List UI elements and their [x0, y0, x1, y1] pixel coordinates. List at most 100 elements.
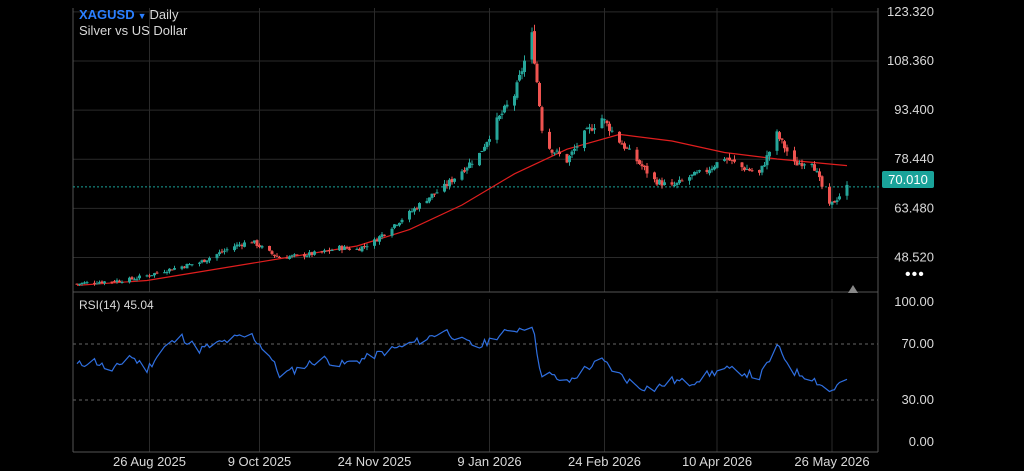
candle-body — [600, 118, 604, 129]
time-tick-label: 24 Feb 2026 — [568, 454, 641, 469]
candle-body — [448, 179, 451, 187]
candle-body — [75, 283, 79, 285]
rsi-indicator-label[interactable]: RSI(14) 45.04 — [79, 298, 154, 312]
candle-body — [575, 146, 579, 148]
candle-body — [78, 283, 81, 285]
candle-body — [268, 245, 271, 251]
timeframe-label[interactable]: Daily — [149, 7, 179, 22]
candle-body — [203, 259, 206, 263]
candle-body — [553, 152, 556, 154]
candle-body — [610, 130, 614, 132]
candle-body — [383, 234, 386, 236]
candle-body — [705, 169, 709, 173]
candle-body — [390, 228, 394, 236]
candle-body — [393, 224, 396, 228]
candle-body — [800, 163, 804, 167]
scroll-to-latest-icon[interactable] — [848, 285, 858, 293]
candle-body — [713, 166, 716, 170]
candle-body — [208, 258, 211, 261]
candle-body — [518, 74, 521, 81]
candle-body — [365, 246, 369, 248]
candle-body — [798, 163, 801, 165]
candle-body — [820, 176, 824, 187]
candles-layer — [75, 24, 849, 286]
candle-body — [593, 128, 596, 130]
candle-body — [413, 208, 416, 212]
candle-body — [623, 143, 626, 149]
candle-body — [170, 269, 174, 271]
candle-body — [535, 63, 539, 83]
candle-body — [483, 146, 486, 151]
candle-body — [793, 150, 796, 162]
candle-body — [573, 148, 576, 151]
candle-body — [218, 252, 221, 255]
candle-body — [515, 82, 519, 98]
candle-body — [275, 255, 279, 257]
candle-body — [325, 250, 329, 252]
candle-body — [270, 251, 274, 254]
candle-body — [313, 251, 316, 255]
candle-body — [628, 148, 631, 150]
rsi-line — [76, 326, 848, 393]
price-tick-label: 48.520 — [894, 249, 934, 264]
candle-body — [638, 160, 641, 164]
candle-body — [768, 151, 771, 157]
candle-body — [568, 155, 571, 163]
candle-body — [495, 117, 499, 140]
candle-body — [728, 157, 731, 161]
candle-body — [240, 244, 244, 247]
candle-body — [288, 256, 291, 259]
rsi-tick-label: 100.00 — [894, 294, 934, 309]
candle-body — [95, 283, 99, 285]
candle-body — [243, 242, 246, 247]
candle-body — [530, 32, 534, 60]
price-tick-label: 123.320 — [887, 4, 934, 19]
candle-body — [675, 182, 679, 185]
candle-body — [250, 242, 254, 244]
candle-body — [200, 260, 204, 263]
candle-body — [680, 180, 684, 182]
candle-body — [310, 252, 314, 255]
candle-body — [785, 147, 789, 152]
candle-body — [695, 172, 699, 174]
time-tick-label: 9 Jan 2026 — [457, 454, 521, 469]
candle-body — [670, 182, 674, 185]
candle-body — [430, 193, 434, 198]
candle-body — [258, 245, 261, 247]
candle-body — [505, 104, 509, 107]
candle-body — [503, 105, 506, 113]
candle-body — [153, 273, 156, 276]
candle-body — [320, 251, 324, 253]
candle-body — [540, 107, 544, 131]
candle-body — [120, 282, 124, 284]
symbol-label[interactable]: XAGUSD — [79, 7, 135, 22]
candle-body — [795, 161, 799, 166]
candle-body — [323, 250, 326, 252]
symbol-description: Silver vs US Dollar — [79, 23, 188, 38]
candle-body — [165, 272, 169, 274]
candle-body — [635, 149, 639, 162]
more-options-icon[interactable]: ••• — [905, 266, 925, 283]
time-tick-label: 9 Oct 2025 — [228, 454, 292, 469]
time-tick-label: 26 Aug 2025 — [113, 454, 186, 469]
candle-body — [803, 164, 806, 166]
candle-body — [253, 240, 256, 243]
candle-body — [328, 249, 331, 252]
symbol-dropdown-icon[interactable]: ▼ — [137, 11, 147, 21]
time-axis-labels: 26 Aug 2025 9 Oct 2025 24 Nov 2025 9 Jan 20… — [113, 454, 870, 469]
candle-body — [443, 183, 446, 192]
candle-body — [278, 256, 281, 258]
rsi-tick-label: 70.00 — [901, 336, 934, 351]
candle-body — [660, 180, 664, 186]
candle-body — [488, 139, 491, 142]
candle-body — [590, 128, 594, 131]
candle-body — [813, 164, 816, 171]
candle-body — [733, 159, 736, 162]
candle-body — [348, 248, 351, 250]
candle-body — [93, 282, 96, 284]
candle-body — [115, 280, 119, 283]
candle-body — [188, 264, 191, 266]
chart-header[interactable]: XAGUSD ▼ Daily — [79, 6, 178, 25]
candle-body — [133, 279, 136, 281]
candle-body — [233, 246, 236, 251]
